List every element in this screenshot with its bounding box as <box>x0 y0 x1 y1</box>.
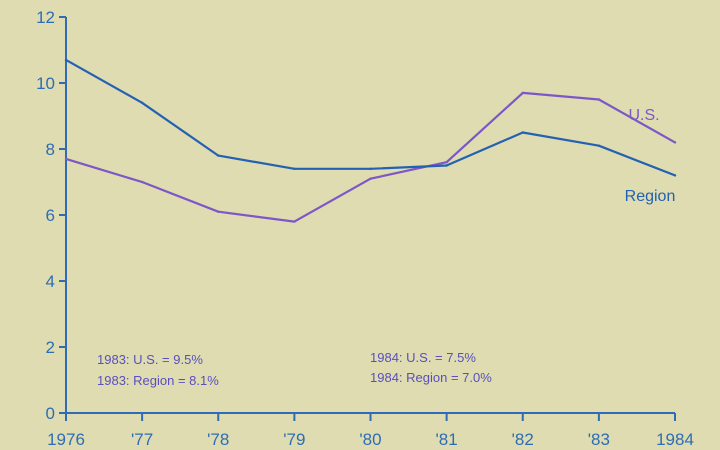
y-tick-label: 0 <box>46 404 55 423</box>
x-tick-label: '79 <box>283 430 305 449</box>
x-tick-label: 1984 <box>656 430 694 449</box>
y-tick-label: 12 <box>36 8 55 27</box>
x-tick-label: '83 <box>588 430 610 449</box>
data-point-region <box>64 58 68 62</box>
x-tick-label: '80 <box>359 430 381 449</box>
series-label-region: Region <box>625 188 676 205</box>
data-point-region <box>369 167 372 170</box>
data-point-us <box>445 161 448 164</box>
x-tick-label: '82 <box>512 430 534 449</box>
series-line-region <box>64 58 677 177</box>
data-point-us <box>673 141 677 144</box>
y-tick-label: 4 <box>46 272 55 291</box>
series-label-us: U.S. <box>628 107 659 124</box>
y-tick-label: 6 <box>46 206 55 225</box>
data-point-region <box>673 174 677 177</box>
data-point-region <box>597 144 601 147</box>
y-tick-label: 10 <box>36 74 55 93</box>
annotation-1984-us: 1984: U.S. = 7.5% <box>370 350 476 365</box>
data-point-us <box>217 210 220 213</box>
data-point-region <box>217 154 220 157</box>
x-tick-label: '81 <box>436 430 458 449</box>
y-tick-label: 8 <box>46 140 55 159</box>
data-point-us <box>140 180 144 184</box>
series-layer <box>64 58 677 223</box>
data-point-us <box>369 177 372 180</box>
data-point-region <box>293 167 296 170</box>
chart-axes: 0 2 4 6 8 10 12 1976 '77 '78 '79 '80 '81 '82 '83 1984 <box>36 8 694 449</box>
annotation-1983-region: 1983: Region = 8.1% <box>97 373 219 388</box>
data-point-us <box>64 157 68 161</box>
data-point-us <box>293 220 296 223</box>
data-point-us <box>521 91 524 95</box>
x-tick-label: 1976 <box>47 430 85 449</box>
y-tick-label: 2 <box>46 338 55 357</box>
data-point-region <box>445 164 448 167</box>
data-point-us <box>597 98 601 101</box>
x-tick-label: '77 <box>131 430 153 449</box>
data-point-region <box>521 131 524 134</box>
data-point-region <box>140 101 144 105</box>
x-tick-label: '78 <box>207 430 229 449</box>
annotation-1983-us: 1983: U.S. = 9.5% <box>97 352 203 367</box>
annotation-1984-region: 1984: Region = 7.0% <box>370 370 492 385</box>
